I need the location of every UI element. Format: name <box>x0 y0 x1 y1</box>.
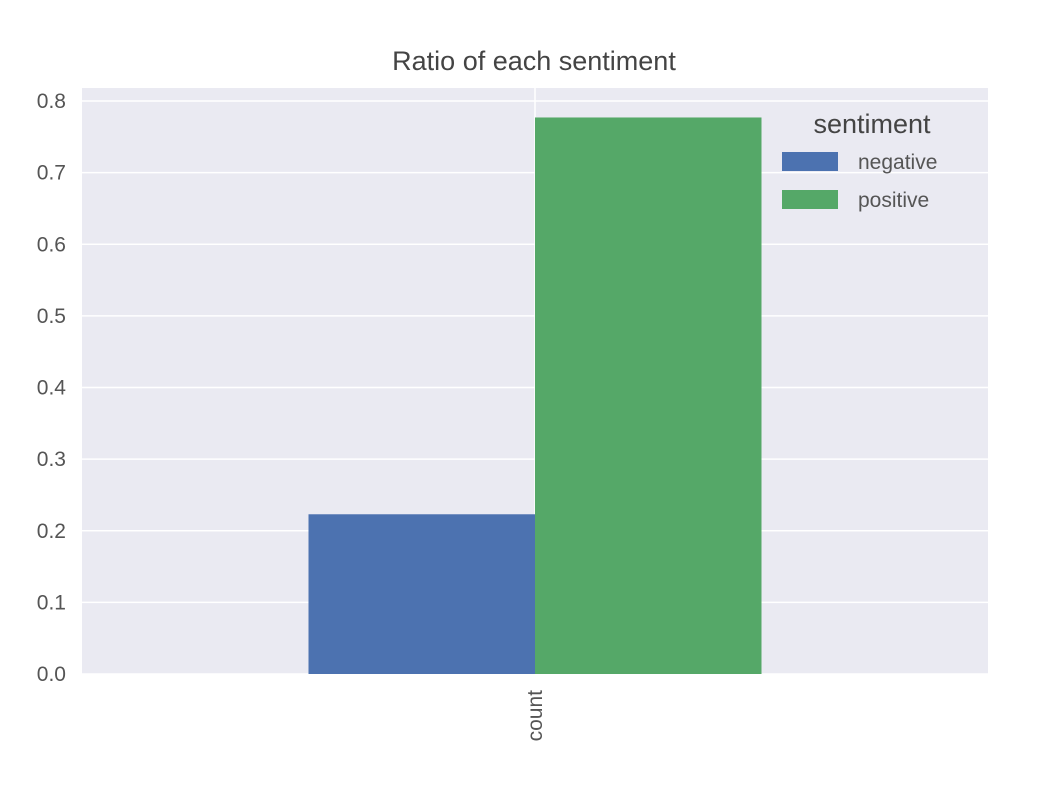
y-tick-label: 0.1 <box>37 591 66 614</box>
legend-swatch-positive <box>782 190 838 209</box>
y-tick-label: 0.8 <box>37 90 66 113</box>
legend-label-positive: positive <box>858 189 929 212</box>
bar-negative <box>308 514 535 674</box>
y-tick-label: 0.6 <box>37 233 66 256</box>
legend: sentiment negative positive <box>782 109 937 212</box>
bars <box>308 117 762 674</box>
x-axis-ticks: count <box>524 690 547 742</box>
y-tick-label: 0.0 <box>37 663 66 686</box>
y-axis-ticks: 0.0 0.1 0.2 0.3 0.4 0.5 0.6 0.7 0.8 <box>37 90 67 686</box>
bar-positive <box>535 117 762 674</box>
legend-label-negative: negative <box>858 151 937 174</box>
y-tick-label: 0.3 <box>37 448 66 471</box>
chart-title: Ratio of each sentiment <box>392 46 676 76</box>
y-tick-label: 0.5 <box>37 305 66 328</box>
x-tick-label: count <box>524 690 547 742</box>
legend-swatch-negative <box>782 152 838 171</box>
legend-title: sentiment <box>813 109 931 139</box>
y-tick-label: 0.4 <box>37 377 67 400</box>
y-tick-label: 0.2 <box>37 520 66 543</box>
y-tick-label: 0.7 <box>37 162 66 185</box>
